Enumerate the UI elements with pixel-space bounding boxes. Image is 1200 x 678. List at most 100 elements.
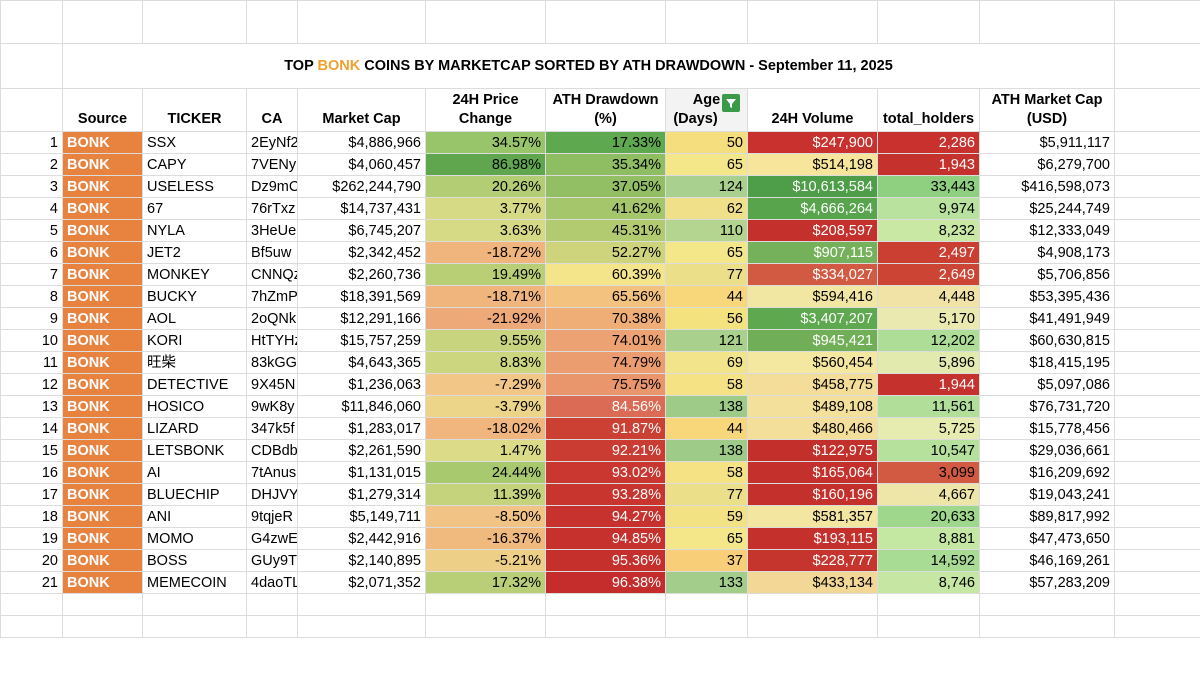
market-cap-cell[interactable]: $2,261,590: [297, 439, 426, 462]
ath-drawdown-cell[interactable]: 75.75%: [545, 373, 666, 396]
filter-icon[interactable]: [721, 94, 740, 112]
source-cell[interactable]: BONK: [62, 461, 143, 484]
header-volume[interactable]: 24H Volume: [747, 88, 878, 132]
holders-cell[interactable]: 2,286: [877, 131, 980, 154]
age-cell[interactable]: 50: [665, 131, 748, 154]
row-number[interactable]: 10: [0, 329, 63, 352]
holders-cell[interactable]: 14,592: [877, 549, 980, 572]
empty-cell[interactable]: [1114, 131, 1200, 154]
volume-cell[interactable]: $247,900: [747, 131, 878, 154]
ca-cell[interactable]: 4daoTL: [246, 571, 298, 594]
ca-cell[interactable]: 9wK8y: [246, 395, 298, 418]
holders-cell[interactable]: 2,497: [877, 241, 980, 264]
price-change-cell[interactable]: 3.63%: [425, 219, 546, 242]
ca-cell[interactable]: 3HeUe: [246, 219, 298, 242]
ath-drawdown-cell[interactable]: 70.38%: [545, 307, 666, 330]
source-cell[interactable]: BONK: [62, 219, 143, 242]
ca-cell[interactable]: 9tqjeR: [246, 505, 298, 528]
row-number[interactable]: 16: [0, 461, 63, 484]
empty-cell[interactable]: [246, 593, 298, 616]
holders-cell[interactable]: 11,561: [877, 395, 980, 418]
source-cell[interactable]: BONK: [62, 395, 143, 418]
ca-cell[interactable]: 2oQNk: [246, 307, 298, 330]
holders-cell[interactable]: 3,099: [877, 461, 980, 484]
age-cell[interactable]: 77: [665, 263, 748, 286]
empty-cell[interactable]: [142, 615, 247, 638]
holders-cell[interactable]: 33,443: [877, 175, 980, 198]
ticker-cell[interactable]: BOSS: [142, 549, 247, 572]
empty-cell[interactable]: [1114, 615, 1200, 638]
empty-cell[interactable]: [1114, 593, 1200, 616]
price-change-cell[interactable]: 1.47%: [425, 439, 546, 462]
volume-cell[interactable]: $560,454: [747, 351, 878, 374]
empty-cell[interactable]: [1114, 461, 1200, 484]
market-cap-cell[interactable]: $2,442,916: [297, 527, 426, 550]
ath-market-cap-cell[interactable]: $47,473,650: [979, 527, 1115, 550]
ath-drawdown-cell[interactable]: 52.27%: [545, 241, 666, 264]
age-cell[interactable]: 58: [665, 461, 748, 484]
header-holders[interactable]: total_holders: [877, 88, 980, 132]
header-price-change[interactable]: 24H Price Change: [425, 88, 546, 132]
holders-cell[interactable]: 8,881: [877, 527, 980, 550]
volume-cell[interactable]: $514,198: [747, 153, 878, 176]
row-number[interactable]: 4: [0, 197, 63, 220]
price-change-cell[interactable]: -18.02%: [425, 417, 546, 440]
age-cell[interactable]: 65: [665, 153, 748, 176]
ticker-cell[interactable]: 旺柴: [142, 351, 247, 374]
empty-cell[interactable]: [0, 593, 63, 616]
holders-cell[interactable]: 1,943: [877, 153, 980, 176]
holders-cell[interactable]: 10,547: [877, 439, 980, 462]
empty-cell[interactable]: [1114, 329, 1200, 352]
holders-cell[interactable]: 8,746: [877, 571, 980, 594]
ca-cell[interactable]: 2EyNf2: [246, 131, 298, 154]
ath-drawdown-cell[interactable]: 93.02%: [545, 461, 666, 484]
age-cell[interactable]: 56: [665, 307, 748, 330]
market-cap-cell[interactable]: $1,236,063: [297, 373, 426, 396]
price-change-cell[interactable]: -18.71%: [425, 285, 546, 308]
holders-cell[interactable]: 5,170: [877, 307, 980, 330]
empty-cell[interactable]: [665, 615, 748, 638]
ca-cell[interactable]: DHJVY: [246, 483, 298, 506]
volume-cell[interactable]: $193,115: [747, 527, 878, 550]
holders-cell[interactable]: 5,725: [877, 417, 980, 440]
empty-cell[interactable]: [62, 615, 143, 638]
row-number[interactable]: 8: [0, 285, 63, 308]
ticker-cell[interactable]: LETSBONK: [142, 439, 247, 462]
ath-market-cap-cell[interactable]: $76,731,720: [979, 395, 1115, 418]
price-change-cell[interactable]: 9.55%: [425, 329, 546, 352]
market-cap-cell[interactable]: $15,757,259: [297, 329, 426, 352]
volume-cell[interactable]: $907,115: [747, 241, 878, 264]
row-number[interactable]: 2: [0, 153, 63, 176]
source-cell[interactable]: BONK: [62, 549, 143, 572]
ticker-cell[interactable]: DETECTIVE: [142, 373, 247, 396]
age-cell[interactable]: 124: [665, 175, 748, 198]
ath-market-cap-cell[interactable]: $53,395,436: [979, 285, 1115, 308]
header-ath-drawdown[interactable]: ATH Drawdown (%): [545, 88, 666, 132]
market-cap-cell[interactable]: $6,745,207: [297, 219, 426, 242]
holders-cell[interactable]: 5,896: [877, 351, 980, 374]
price-change-cell[interactable]: -16.37%: [425, 527, 546, 550]
ath-market-cap-cell[interactable]: $29,036,661: [979, 439, 1115, 462]
ca-cell[interactable]: GUy9T: [246, 549, 298, 572]
price-change-cell[interactable]: -7.29%: [425, 373, 546, 396]
source-cell[interactable]: BONK: [62, 285, 143, 308]
ath-drawdown-cell[interactable]: 65.56%: [545, 285, 666, 308]
market-cap-cell[interactable]: $1,131,015: [297, 461, 426, 484]
header-age[interactable]: Age (Days): [665, 88, 748, 132]
empty-cell[interactable]: [1114, 571, 1200, 594]
price-change-cell[interactable]: -5.21%: [425, 549, 546, 572]
ticker-cell[interactable]: MONKEY: [142, 263, 247, 286]
ca-cell[interactable]: Dz9mC: [246, 175, 298, 198]
volume-cell[interactable]: $122,975: [747, 439, 878, 462]
empty-cell[interactable]: [1114, 549, 1200, 572]
market-cap-cell[interactable]: $2,071,352: [297, 571, 426, 594]
row-number[interactable]: 21: [0, 571, 63, 594]
row-number[interactable]: 13: [0, 395, 63, 418]
price-change-cell[interactable]: -21.92%: [425, 307, 546, 330]
holders-cell[interactable]: 12,202: [877, 329, 980, 352]
age-cell[interactable]: 44: [665, 417, 748, 440]
ath-drawdown-cell[interactable]: 37.05%: [545, 175, 666, 198]
ath-market-cap-cell[interactable]: $46,169,261: [979, 549, 1115, 572]
empty-cell[interactable]: [62, 593, 143, 616]
holders-cell[interactable]: 20,633: [877, 505, 980, 528]
